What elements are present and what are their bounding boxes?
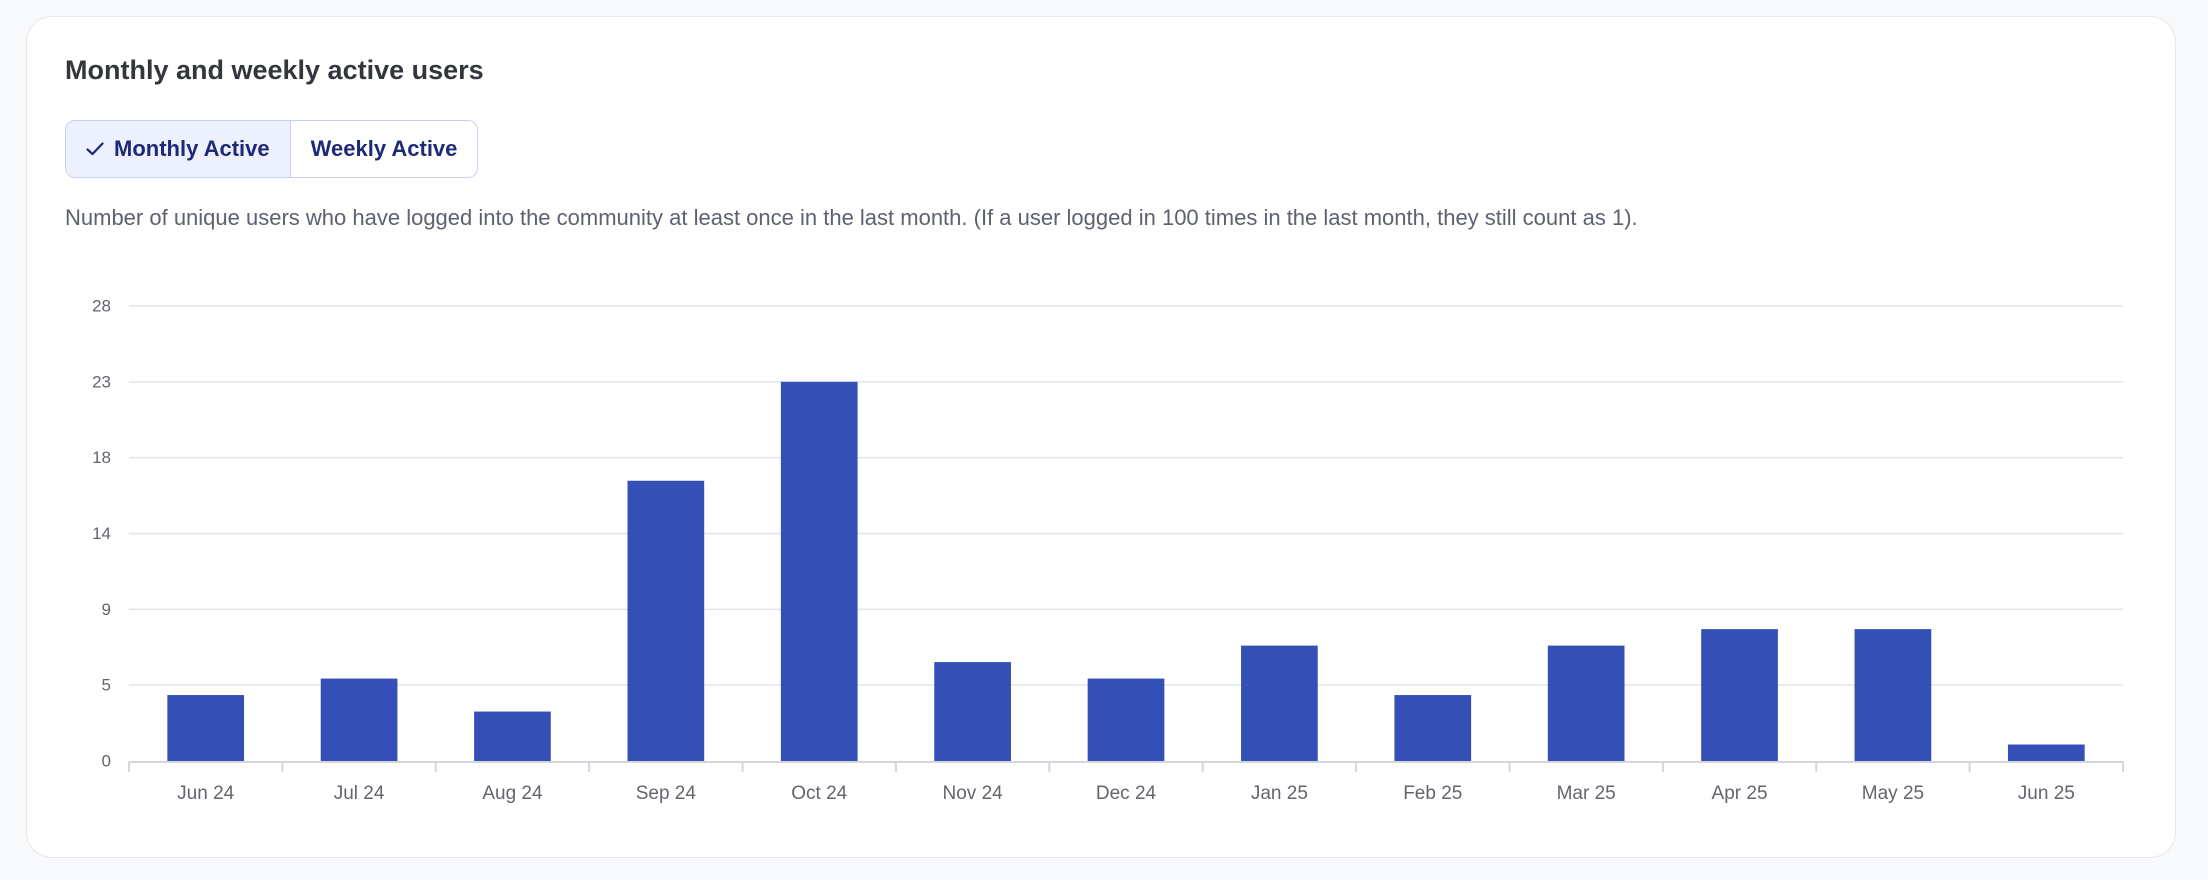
y-tick-label: 18 <box>92 448 111 467</box>
weekly-active-label: Weekly Active <box>310 136 458 161</box>
bar[interactable] <box>1701 629 1778 761</box>
x-tick-label: Dec 24 <box>1096 783 1157 804</box>
x-tick-label: Jun 25 <box>2018 783 2075 804</box>
bar[interactable] <box>1854 629 1932 761</box>
monthly-active-tab[interactable]: Monthly Active <box>66 121 291 177</box>
y-tick-label: 14 <box>92 524 111 543</box>
weekly-active-tab[interactable]: Weekly Active <box>290 121 478 177</box>
x-tick-label: Feb 25 <box>1403 783 1462 804</box>
bar[interactable] <box>320 678 398 761</box>
x-tick-label: Nov 24 <box>943 783 1004 804</box>
x-tick-label: Mar 25 <box>1557 783 1616 804</box>
x-tick-label: Aug 24 <box>482 783 543 804</box>
y-tick-label: 5 <box>102 676 111 695</box>
x-tick-label: Jun 24 <box>177 783 234 804</box>
bar[interactable] <box>934 662 1011 761</box>
bar[interactable] <box>474 711 551 761</box>
y-tick-label: 0 <box>102 751 111 770</box>
x-tick-label: Jan 25 <box>1251 783 1308 804</box>
bar[interactable] <box>2007 744 2085 761</box>
view-toggle: Monthly Active Weekly Active <box>65 120 479 178</box>
x-tick-label: Apr 25 <box>1712 783 1768 804</box>
active-users-card: Monthly and weekly active users Monthly … <box>26 16 2176 858</box>
x-tick-label: May 25 <box>1862 783 1924 804</box>
bar[interactable] <box>1547 645 1625 761</box>
y-tick-label: 23 <box>92 372 111 391</box>
x-tick-label: Oct 24 <box>791 783 847 804</box>
bar[interactable] <box>1394 695 1472 761</box>
check-icon <box>86 142 104 156</box>
chart-description: Number of unique users who have logged i… <box>65 205 1638 230</box>
bar[interactable] <box>780 381 858 761</box>
monthly-active-label: Monthly Active <box>114 136 270 161</box>
bar[interactable] <box>627 480 705 761</box>
y-tick-label: 9 <box>102 600 111 619</box>
x-tick-label: Jul 24 <box>334 783 385 804</box>
bar[interactable] <box>1241 645 1318 761</box>
y-tick-label: 28 <box>92 296 111 315</box>
bar[interactable] <box>167 695 245 761</box>
x-tick-label: Sep 24 <box>636 783 697 804</box>
bar[interactable] <box>1087 678 1165 761</box>
card-title: Monthly and weekly active users <box>65 55 484 85</box>
bar-chart: 0 5 9 14 18 23 28 Jun 24 Jul 24 Aug 24 Sep 24 Oct 2… <box>92 296 2124 804</box>
